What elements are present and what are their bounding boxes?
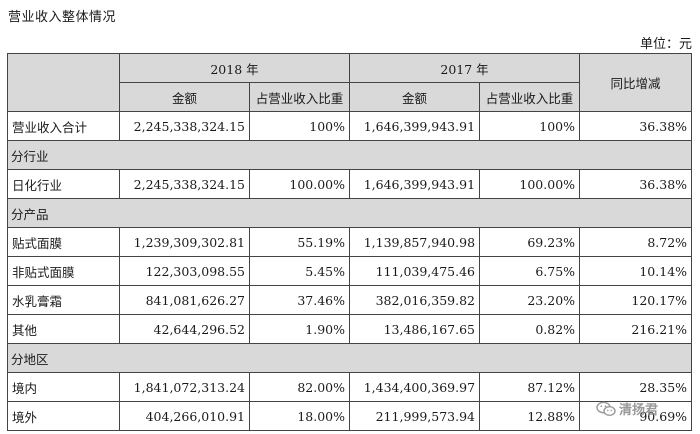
share-2018: 37.46% — [248, 285, 351, 315]
section-title: 分产品 — [6, 198, 693, 228]
section-title: 分行业 — [6, 140, 693, 170]
table-row: 其他 42,644,296.52 1.90% 13,486,167.65 0.8… — [7, 314, 693, 344]
table-row: 境内 1,841,072,313.24 82.00% 1,434,400,369… — [7, 372, 693, 402]
unit-label: 单位：元 — [639, 37, 692, 52]
table-row: 非贴式面膜 122,303,098.55 5.45% 111,039,475.4… — [7, 256, 693, 286]
amount-2017: 13,486,167.65 — [349, 314, 481, 344]
share-2018: 1.90% — [248, 314, 351, 344]
share-2017: 12.88% — [479, 401, 581, 431]
amount-2018: 1,841,072,313.24 — [119, 372, 250, 402]
wechat-icon — [596, 401, 616, 417]
row-label: 非贴式面膜 — [7, 256, 120, 286]
row-label: 日化行业 — [7, 169, 120, 199]
amount-2018: 404,266,010.91 — [119, 401, 250, 431]
page-title: 营业收入整体情况 — [8, 10, 117, 25]
section-title: 分地区 — [6, 343, 693, 373]
amount-2018: 42,644,296.52 — [119, 314, 250, 344]
amount-2018: 2,245,338,324.15 — [119, 169, 250, 199]
share-2017: 100% — [479, 111, 581, 141]
header-year-2018: 2018 年 — [118, 53, 351, 83]
amount-2017: 211,999,573.94 — [349, 401, 481, 431]
section-row: 分行业 — [6, 140, 693, 170]
share-2018: 82.00% — [248, 372, 351, 402]
header-row-sub: 金额 占营业收入比重 金额 占营业收入比重 — [8, 82, 692, 112]
table-row: 贴式面膜 1,239,309,302.81 55.19% 1,139,857,9… — [7, 227, 693, 257]
header-year-2017: 2017 年 — [349, 53, 581, 83]
header-change: 同比增减 — [579, 53, 693, 112]
row-label: 营业收入合计 — [7, 111, 120, 141]
amount-2017: 111,039,475.46 — [349, 256, 481, 286]
watermark: 清扬君 — [596, 399, 658, 418]
share-2017: 23.20% — [479, 285, 581, 315]
row-label: 水乳膏霜 — [7, 285, 120, 315]
change-pct: 216.21% — [579, 314, 693, 344]
section-row: 分产品 — [6, 198, 693, 228]
share-2018: 100.00% — [248, 169, 351, 199]
amount-2017: 382,016,359.82 — [349, 285, 481, 315]
header-amount-2017: 金额 — [349, 82, 481, 112]
table-row: 水乳膏霜 841,081,626.27 37.46% 382,016,359.8… — [7, 285, 693, 315]
header-amount-2018: 金额 — [119, 82, 250, 112]
amount-2018: 1,239,309,302.81 — [119, 227, 250, 257]
share-2017: 0.82% — [479, 314, 581, 344]
section-row: 分地区 — [6, 343, 693, 373]
amount-2017: 1,139,857,940.98 — [349, 227, 481, 257]
table-row: 境外 404,266,010.91 18.00% 211,999,573.94 … — [7, 401, 693, 431]
row-label: 其他 — [7, 314, 120, 344]
row-label: 境外 — [7, 401, 120, 431]
header-row-years: 2018 年 2017 年 同比增减 — [7, 53, 693, 112]
share-2017: 69.23% — [479, 227, 581, 257]
share-2017: 6.75% — [479, 256, 581, 286]
amount-2017: 1,646,399,943.91 — [349, 169, 481, 199]
amount-2017: 1,646,399,943.91 — [349, 111, 481, 141]
amount-2018: 2,245,338,324.15 — [119, 111, 250, 141]
share-2018: 5.45% — [248, 256, 351, 286]
change-pct: 8.72% — [579, 227, 693, 257]
table-row: 日化行业 2,245,338,324.15 100.00% 1,646,399,… — [7, 169, 693, 199]
share-2017: 100.00% — [479, 169, 581, 199]
header-share-2017: 占营业收入比重 — [479, 82, 581, 112]
share-2018: 100% — [248, 111, 351, 141]
change-pct: 36.38% — [579, 111, 693, 141]
total-row: 营业收入合计 2,245,338,324.15 100% 1,646,399,9… — [7, 111, 693, 141]
change-pct: 10.14% — [579, 256, 693, 286]
change-pct: 28.35% — [579, 372, 693, 402]
amount-2017: 1,434,400,369.97 — [349, 372, 481, 402]
share-2018: 18.00% — [248, 401, 351, 431]
amount-2018: 841,081,626.27 — [119, 285, 250, 315]
change-pct: 90.69% — [579, 401, 693, 431]
header-blank-cell — [7, 53, 120, 112]
row-label: 境内 — [7, 372, 120, 402]
revenue-table: 2018 年 2017 年 同比增减 金额 占营业收入比重 金额 占营业收入比重… — [6, 53, 693, 431]
share-2017: 87.12% — [479, 372, 581, 402]
share-2018: 55.19% — [248, 227, 351, 257]
header-share-2018: 占营业收入比重 — [248, 82, 351, 112]
watermark-text: 清扬君 — [619, 403, 659, 418]
change-pct: 120.17% — [579, 285, 693, 315]
amount-2018: 122,303,098.55 — [119, 256, 250, 286]
change-pct: 36.38% — [579, 169, 693, 199]
row-label: 贴式面膜 — [7, 227, 120, 257]
